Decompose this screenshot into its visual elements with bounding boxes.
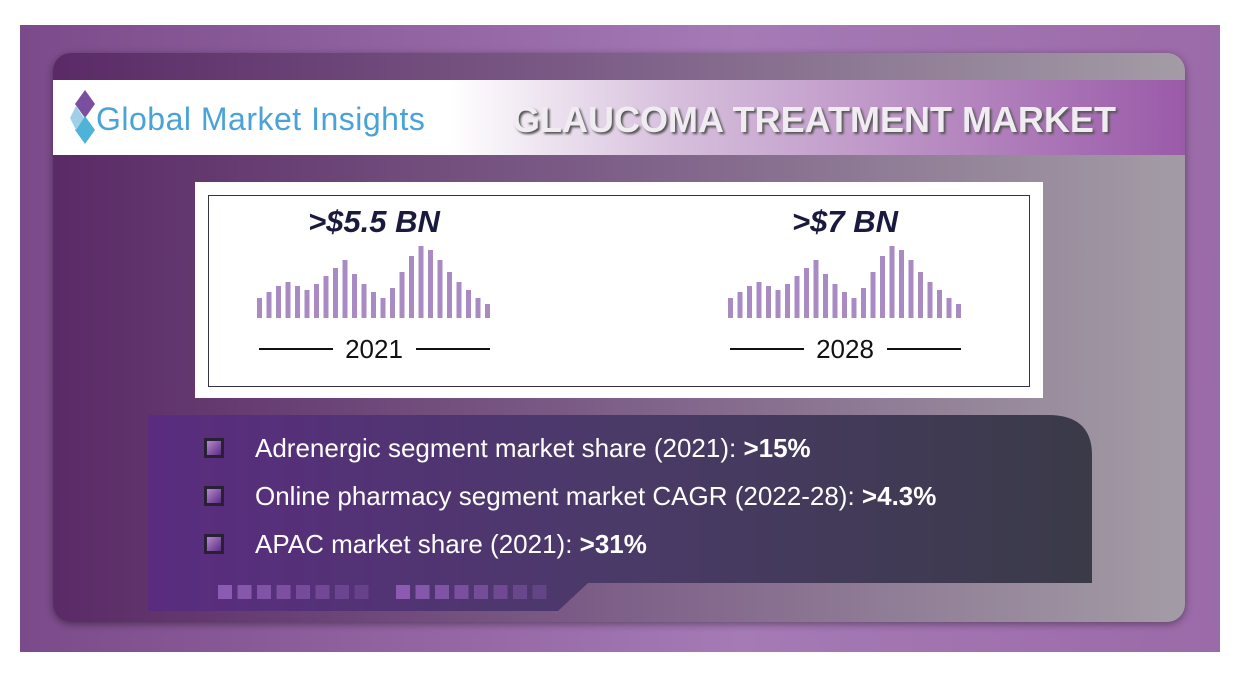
- highlight-value: >31%: [579, 529, 647, 559]
- highlight-value: >15%: [743, 433, 811, 463]
- stat-value: >$7 BN: [792, 204, 898, 239]
- rule: [259, 348, 333, 350]
- rule: [730, 348, 804, 350]
- bullet: [204, 438, 224, 458]
- bullet: [204, 534, 224, 554]
- title: GLAUCOMA TREATMENT MARKET: [512, 99, 1116, 140]
- rule: [887, 348, 961, 350]
- stats-border: [208, 195, 1030, 387]
- highlight-row: Adrenergic segment market share (2021): …: [255, 433, 811, 464]
- rule: [416, 348, 490, 350]
- highlight-text: Adrenergic segment market share (2021):: [255, 433, 744, 463]
- decoration: [218, 585, 547, 599]
- bar-glyph: [728, 246, 961, 318]
- brand: Global Market Insights: [96, 101, 426, 137]
- bullet: [204, 486, 224, 506]
- logo-icon: [70, 90, 95, 144]
- bar-glyph: [257, 246, 490, 318]
- highlights-panel: [148, 415, 1092, 611]
- highlight-text: Online pharmacy segment market CAGR (202…: [255, 481, 862, 511]
- stat-year: 2028: [816, 334, 874, 364]
- highlight-row: Online pharmacy segment market CAGR (202…: [255, 481, 936, 512]
- highlight-value: >4.3%: [861, 481, 937, 511]
- highlight-row: APAC market share (2021): >31%: [255, 529, 647, 560]
- highlight-text: APAC market share (2021):: [255, 529, 580, 559]
- header-band: [53, 80, 1185, 155]
- stat-year: 2021: [345, 334, 403, 364]
- stat-value: >$5.5 BN: [308, 204, 440, 239]
